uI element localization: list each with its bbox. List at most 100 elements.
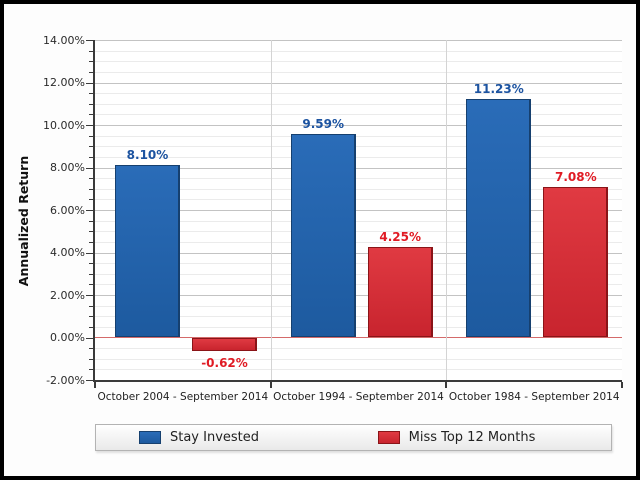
minor-gridline xyxy=(95,284,622,286)
y-tick-label: 4.00% xyxy=(50,246,85,259)
y-tick-label: 10.00% xyxy=(43,118,85,132)
major-gridline xyxy=(95,210,622,211)
minor-gridline xyxy=(95,348,622,350)
minor-gridline xyxy=(95,156,622,158)
y-tick-label: 0.00% xyxy=(50,331,85,344)
legend-label-miss-top-12-months: Miss Top 12 Months xyxy=(408,430,536,445)
minor-gridline xyxy=(95,326,622,328)
minor-gridline xyxy=(95,103,622,105)
minor-gridline xyxy=(95,199,622,201)
y-major-tick xyxy=(86,380,93,381)
category-divider xyxy=(270,40,272,380)
minor-gridline xyxy=(95,178,622,180)
y-tick-label: -2.00% xyxy=(46,373,85,387)
y-minor-tick xyxy=(89,178,93,180)
minor-gridline xyxy=(95,93,622,95)
major-gridline xyxy=(95,295,622,296)
bar-stay-invested xyxy=(466,98,532,338)
minor-gridline xyxy=(95,369,622,371)
y-minor-tick xyxy=(89,103,93,105)
y-tick-label: 12.00% xyxy=(43,76,85,89)
y-tick-label: 8.00% xyxy=(50,161,85,174)
y-tick-label: 14.00% xyxy=(43,33,85,47)
bar-value-label: 11.23% xyxy=(473,81,524,96)
minor-gridline xyxy=(95,273,622,275)
major-gridline xyxy=(95,125,622,126)
y-minor-tick xyxy=(89,135,93,137)
y-major-tick xyxy=(86,252,93,254)
bar-stay-invested xyxy=(290,133,356,338)
y-minor-tick xyxy=(89,326,93,328)
minor-gridline xyxy=(95,231,622,233)
y-axis-spine xyxy=(93,40,95,382)
minor-gridline xyxy=(95,146,622,148)
x-category-label: October 1994 - September 2014 xyxy=(273,391,444,403)
y-major-tick xyxy=(86,210,93,211)
y-minor-tick xyxy=(89,305,93,307)
y-minor-tick xyxy=(89,273,93,275)
x-category-label: October 2004 - September 2014 xyxy=(97,391,269,403)
y-tick-label: 6.00% xyxy=(50,203,85,217)
legend-item-miss-top-12-months: Miss Top 12 Months xyxy=(302,430,611,445)
minor-gridline xyxy=(95,316,622,318)
minor-gridline xyxy=(95,135,622,137)
y-major-tick xyxy=(86,337,93,339)
y-minor-tick xyxy=(89,369,93,371)
legend-item-stay-invested: Stay Invested xyxy=(96,430,302,445)
bar-value-label: 8.10% xyxy=(126,148,169,163)
y-tick-label: 2.00% xyxy=(50,288,85,302)
bar-value-label: 9.59% xyxy=(302,116,344,131)
y-minor-tick xyxy=(89,241,93,243)
bar-value-label: -0.62% xyxy=(201,355,248,370)
minor-gridline xyxy=(95,241,622,243)
y-minor-tick xyxy=(89,61,93,63)
bar-stay-invested xyxy=(115,165,180,338)
legend-label-stay-invested: Stay Invested xyxy=(169,430,260,445)
major-gridline xyxy=(95,167,622,169)
bar-value-label: 4.25% xyxy=(379,230,421,245)
legend-swatch-miss-top-12-months-icon xyxy=(377,431,400,444)
minor-gridline xyxy=(95,71,622,73)
minor-gridline xyxy=(95,50,622,52)
y-minor-tick xyxy=(89,263,93,265)
zero-gridline xyxy=(95,337,622,338)
major-gridline xyxy=(95,82,622,84)
y-minor-tick xyxy=(89,50,93,52)
y-minor-tick xyxy=(89,146,93,148)
y-minor-tick xyxy=(89,316,93,318)
minor-gridline xyxy=(95,114,622,116)
y-minor-tick xyxy=(89,284,93,286)
y-minor-tick xyxy=(89,188,93,190)
y-minor-tick xyxy=(89,358,93,360)
x-tick xyxy=(445,382,448,388)
minor-gridline xyxy=(95,358,622,360)
minor-gridline xyxy=(95,188,622,190)
bar-miss-top-12-months xyxy=(367,247,433,338)
legend: Stay Invested Miss Top 12 Months xyxy=(95,424,612,451)
bar-miss-top-12-months xyxy=(192,337,257,351)
minor-gridline xyxy=(95,305,622,307)
minor-gridline xyxy=(95,263,622,265)
y-minor-tick xyxy=(89,199,93,201)
plot-area: -2.00% 0.00% 2.00% 4.00% 6.00% 8.00% 10.00% 12.… xyxy=(43,34,623,403)
y-major-tick xyxy=(86,167,93,169)
x-tick xyxy=(269,382,272,388)
y-minor-tick xyxy=(89,71,93,73)
y-major-tick xyxy=(86,40,93,41)
major-gridline xyxy=(95,40,622,41)
minor-gridline xyxy=(95,220,622,222)
y-minor-tick xyxy=(89,114,93,116)
y-minor-tick xyxy=(89,220,93,222)
bar-value-label: 7.08% xyxy=(554,170,597,185)
x-axis-spine xyxy=(93,380,622,382)
x-tick xyxy=(94,382,96,388)
category-divider xyxy=(446,40,448,380)
y-major-tick xyxy=(86,82,93,84)
bar-miss-top-12-months xyxy=(543,187,609,338)
legend-swatch-stay-invested-icon xyxy=(138,431,161,444)
y-minor-tick xyxy=(89,93,93,95)
y-minor-tick xyxy=(89,348,93,350)
minor-gridline xyxy=(95,61,622,63)
major-gridline xyxy=(95,252,622,254)
